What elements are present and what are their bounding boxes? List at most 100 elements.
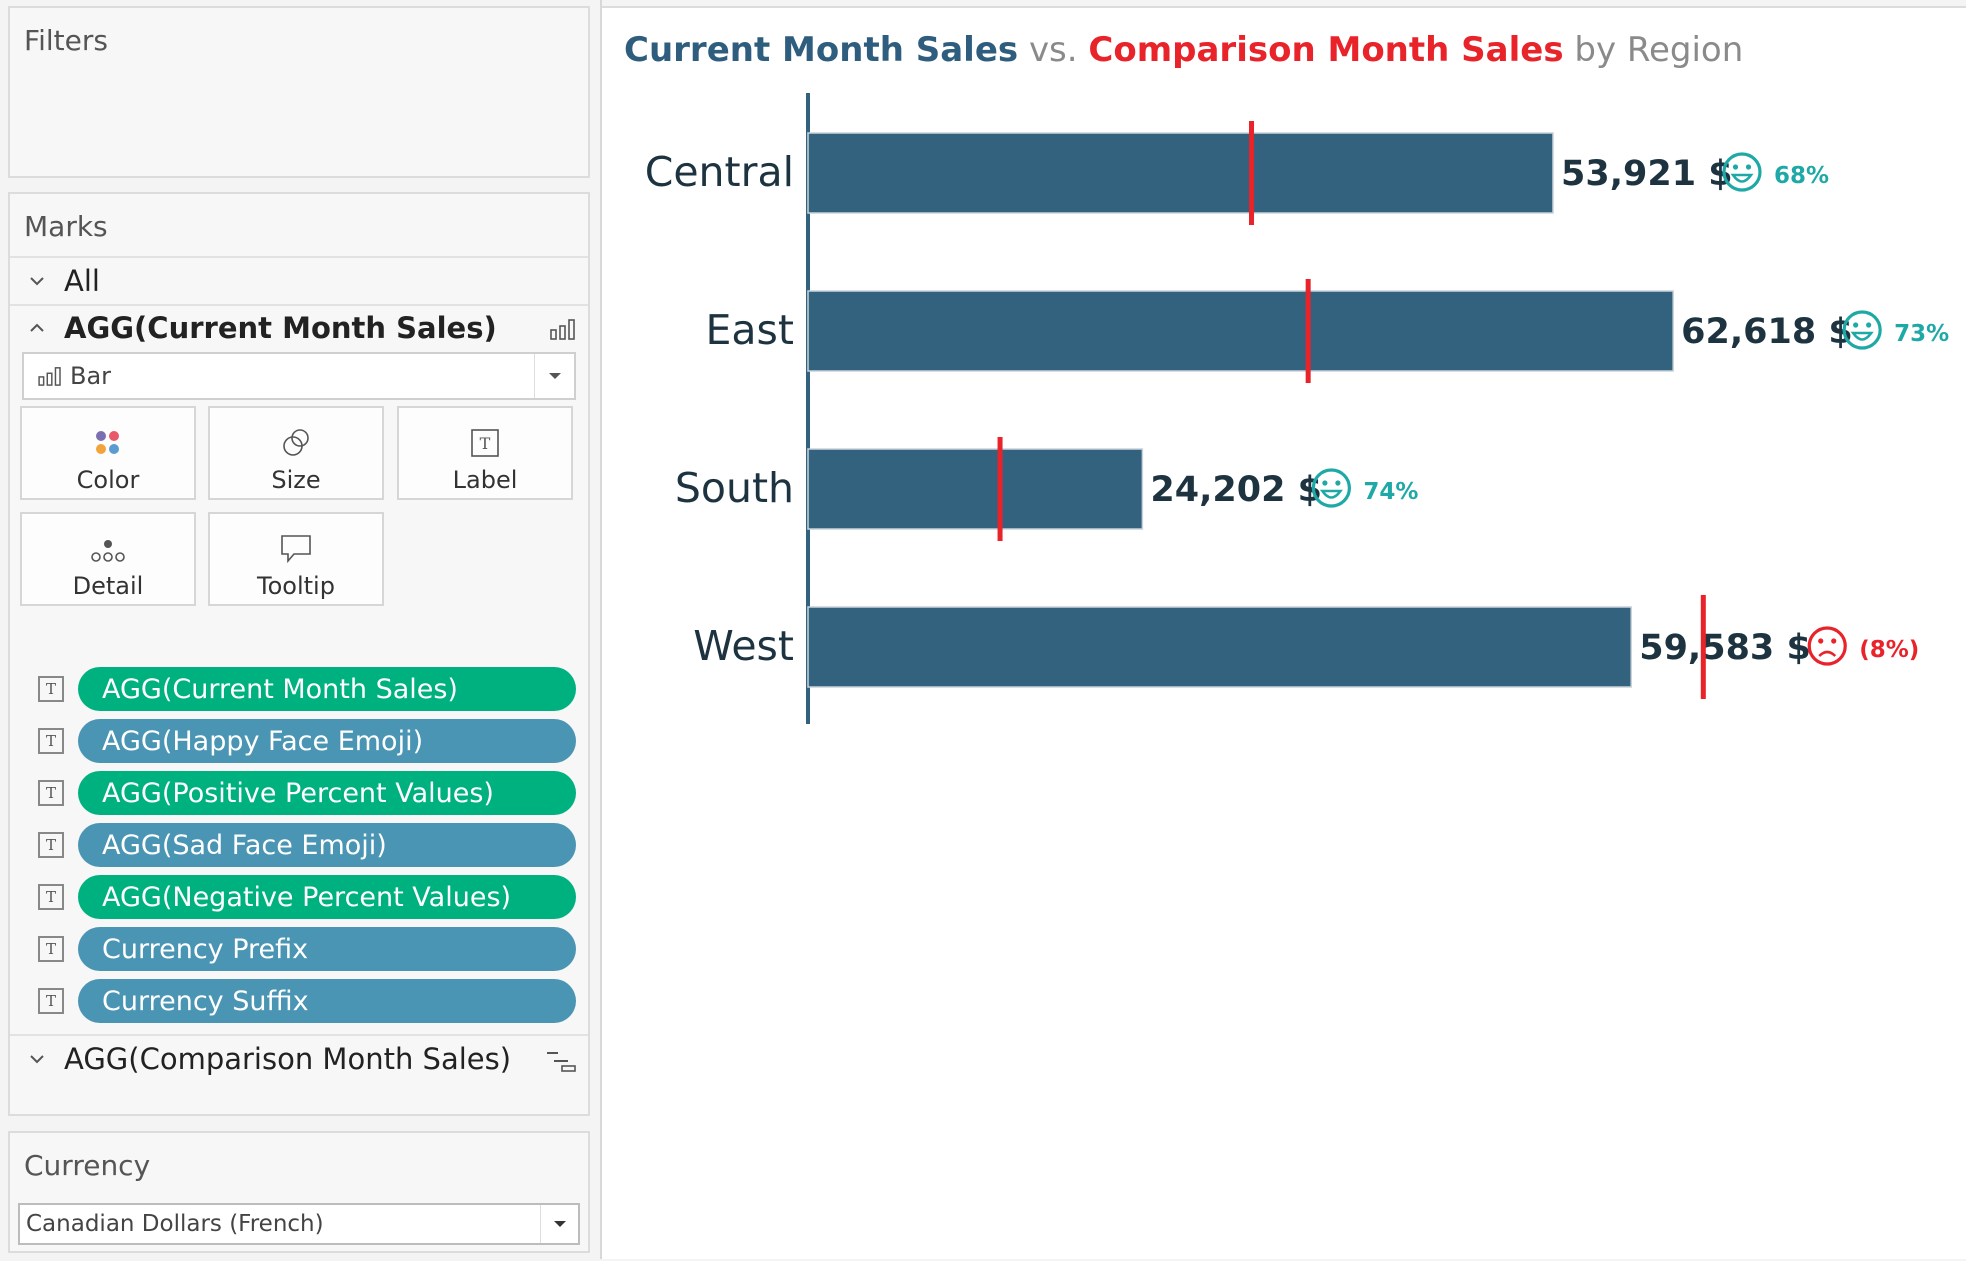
chevron-up-icon: [30, 323, 44, 332]
text-label-icon[interactable]: T: [38, 884, 64, 910]
field-pill[interactable]: AGG(Happy Face Emoji): [78, 719, 576, 763]
text-label-icon[interactable]: T: [38, 728, 64, 754]
category-label: East: [706, 306, 794, 354]
marks-all-label: All: [64, 264, 100, 298]
svg-text:T: T: [480, 434, 491, 453]
marks-current-layer-row[interactable]: AGG(Current Month Sales): [10, 304, 588, 350]
field-pill[interactable]: AGG(Current Month Sales): [78, 667, 576, 711]
comparison-layer-label: AGG(Comparison Month Sales): [64, 1042, 512, 1076]
marks-title: Marks: [24, 210, 108, 243]
tooltip-tile[interactable]: Tooltip: [208, 512, 384, 606]
emoji-eye: [1732, 164, 1739, 170]
tooltip-icon: [281, 535, 311, 564]
title-comparison-sales: Comparison Month Sales: [1088, 30, 1564, 70]
field-pill-row[interactable]: T Currency Suffix: [10, 978, 588, 1024]
percent-label: 74%: [1363, 479, 1418, 505]
title-region: Region: [1626, 30, 1744, 70]
emoji-eye: [1322, 480, 1328, 486]
text-label-icon[interactable]: T: [38, 780, 64, 806]
label-tile[interactable]: T Label: [397, 406, 573, 500]
marks-all-row[interactable]: All: [10, 256, 588, 304]
sales-bar: [807, 290, 1674, 372]
gantt-bar-icon: [547, 1052, 576, 1072]
color-icon: [96, 431, 119, 454]
percent-label: (8%): [1859, 637, 1919, 663]
value-label: 24,202 $: [1150, 470, 1322, 510]
happy-face-icon: [1722, 152, 1762, 192]
category-label: South: [675, 464, 794, 512]
sales-bar: [807, 132, 1554, 214]
field-pill[interactable]: AGG(Sad Face Emoji): [78, 823, 576, 867]
currency-dropdown[interactable]: Canadian Dollars (French): [18, 1203, 580, 1245]
marks-comparison-layer-row[interactable]: AGG(Comparison Month Sales): [10, 1034, 588, 1082]
size-tile[interactable]: Size: [208, 406, 384, 500]
text-label-icon[interactable]: T: [38, 936, 64, 962]
category-label: West: [693, 622, 794, 670]
title-by: by: [1574, 30, 1617, 70]
currency-title: Currency: [24, 1149, 151, 1182]
field-pill-row[interactable]: T AGG(Negative Percent Values): [10, 874, 588, 920]
currency-value: Canadian Dollars (French): [26, 1211, 324, 1237]
color-tile[interactable]: Color: [20, 406, 196, 500]
mark-type-label: Bar: [70, 362, 112, 390]
currency-parameter-card: Currency Canadian Dollars (French): [8, 1131, 590, 1253]
current-layer-label: AGG(Current Month Sales): [64, 311, 497, 345]
emoji-eye: [1831, 638, 1837, 644]
field-pill-row[interactable]: T AGG(Positive Percent Values): [10, 770, 588, 816]
dropdown-arrow-icon[interactable]: [540, 1205, 578, 1243]
bar-chart: Central 53,921 $ 68% East 62,618 $ 73% South 24…: [645, 93, 1949, 724]
field-pill-row[interactable]: T AGG(Sad Face Emoji): [10, 822, 588, 868]
emoji-mouth: [1818, 650, 1837, 657]
sales-bar: [807, 448, 1144, 530]
percent-label: 73%: [1894, 321, 1949, 347]
detail-tile[interactable]: Detail: [20, 512, 196, 606]
filters-shelf[interactable]: Filters: [8, 6, 590, 178]
field-pill[interactable]: AGG(Negative Percent Values): [78, 875, 576, 919]
detail-tile-label: Detail: [72, 572, 144, 600]
title-vs: vs.: [1028, 30, 1078, 70]
field-pill-row[interactable]: T AGG(Current Month Sales): [10, 666, 588, 712]
field-pill-row[interactable]: T AGG(Happy Face Emoji): [10, 718, 588, 764]
size-tile-label: Size: [271, 466, 321, 494]
percent-label: 68%: [1774, 163, 1829, 189]
category-label: Central: [645, 148, 794, 196]
field-pill[interactable]: AGG(Positive Percent Values): [78, 771, 576, 815]
sad-face-icon: [1807, 626, 1847, 666]
color-tile-label: Color: [76, 466, 140, 494]
emoji-eye: [1335, 480, 1341, 486]
field-pill-row[interactable]: T Currency Prefix: [10, 926, 588, 972]
text-label-icon: T: [471, 429, 499, 457]
happy-face-icon: [1842, 310, 1882, 350]
happy-face-icon: [1311, 468, 1351, 508]
bar-chart-icon: [38, 367, 61, 386]
field-pill[interactable]: Currency Prefix: [78, 927, 576, 971]
text-label-icon[interactable]: T: [38, 988, 64, 1014]
chevron-down-icon: [30, 1055, 44, 1064]
comparison-target-line: [1249, 121, 1255, 225]
title-current-sales: Current Month Sales: [624, 30, 1019, 70]
filters-title: Filters: [24, 24, 108, 57]
left-pane: Filters Marks All AGG(Current Month Sale…: [0, 0, 600, 1259]
label-tile-label: Label: [452, 466, 518, 494]
pane-divider: [600, 0, 602, 1259]
emoji-eye: [1866, 322, 1872, 328]
value-label: 59,583 $: [1639, 628, 1811, 668]
comparison-target-line: [1305, 279, 1311, 383]
tooltip-tile-label: Tooltip: [257, 572, 335, 600]
mark-type-dropdown[interactable]: Bar: [22, 352, 576, 400]
emoji-mouth: [1730, 173, 1754, 183]
chevron-down-icon: [30, 277, 44, 286]
emoji-mouth: [1850, 331, 1874, 341]
comparison-target-line: [1700, 595, 1706, 699]
value-label: 53,921 $: [1561, 154, 1733, 194]
text-label-icon[interactable]: T: [38, 832, 64, 858]
field-pill[interactable]: Currency Suffix: [78, 979, 576, 1023]
comparison-target-line: [997, 437, 1003, 541]
detail-icon: [91, 540, 125, 562]
sales-bar: [807, 606, 1632, 688]
bar-chart-icon: [550, 319, 575, 340]
emoji-eye: [1853, 322, 1859, 328]
dropdown-arrow-icon[interactable]: [534, 354, 574, 398]
text-label-icon[interactable]: T: [38, 676, 64, 702]
chart-title: Current Month Sales vs. Comparison Month…: [624, 30, 1743, 70]
